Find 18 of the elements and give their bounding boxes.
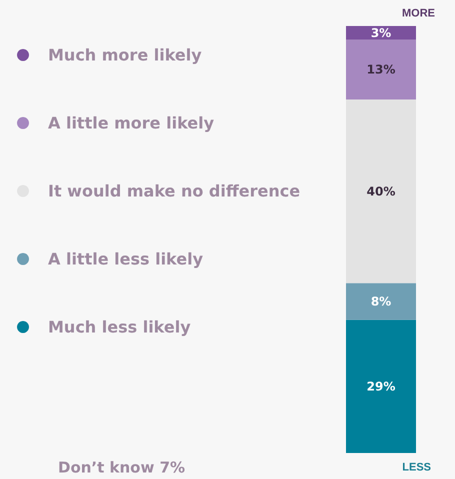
data-label: 3% bbox=[370, 26, 392, 40]
legend-label: It would make no difference bbox=[48, 182, 300, 200]
bar bbox=[346, 320, 416, 453]
bar bbox=[346, 40, 416, 100]
text: MORE bbox=[402, 8, 435, 20]
data-label: 40% bbox=[366, 184, 396, 198]
text: LESS bbox=[402, 462, 432, 474]
bar bbox=[346, 99, 416, 284]
data-label: 8% bbox=[370, 294, 392, 308]
text: Don’t know 7% bbox=[58, 458, 186, 476]
legend-label: Much less likely bbox=[48, 318, 192, 336]
legend-label: A little less likely bbox=[48, 250, 204, 268]
data-label: 13% bbox=[366, 62, 396, 77]
data-label: 29% bbox=[366, 379, 396, 394]
bar bbox=[346, 26, 416, 40]
legend-label: A little more likely bbox=[48, 114, 215, 132]
legend-label: Much more likely bbox=[48, 46, 202, 64]
bar bbox=[346, 283, 416, 320]
